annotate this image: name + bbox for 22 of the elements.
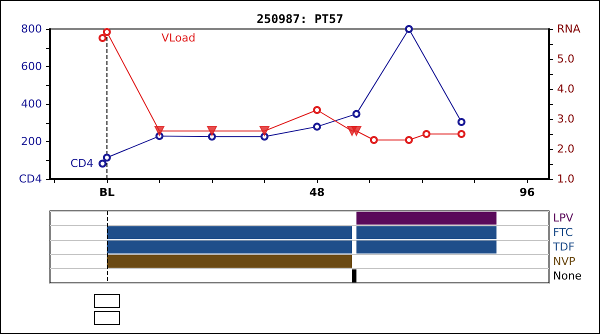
y-tick-label: NVP — [553, 254, 576, 268]
y2-tick-label: 3.0 — [557, 112, 574, 126]
series-label: CD4 — [70, 157, 94, 170]
y2-tick-label: 1.0 — [557, 172, 574, 186]
y-tick-label: 600 — [21, 60, 42, 73]
y-tick-label: FTC — [553, 226, 574, 240]
y-tick-label: 200 — [21, 135, 42, 148]
x-tick-label: 96 — [519, 186, 536, 199]
chart-title: 250987: PT57 — [256, 12, 344, 26]
x-tick-label: BL — [99, 186, 115, 199]
y2-tick-label: 5.0 — [557, 52, 574, 66]
y2-tick-label: RNA — [557, 22, 581, 36]
y-tick-label: LPV — [553, 212, 574, 225]
y-tick-label: 800 — [21, 22, 42, 36]
y2-tick-label: 2.0 — [557, 142, 574, 156]
text: VLoad — [162, 32, 196, 44]
x-tick-label: 48 — [309, 186, 325, 199]
y-tick-label: CD4 — [18, 172, 42, 186]
y-tick-label: TDF — [552, 240, 575, 254]
y2-tick-label: 4.0 — [557, 82, 574, 96]
y-tick-label: None — [553, 269, 582, 282]
y-tick-label: 400 — [21, 98, 42, 110]
